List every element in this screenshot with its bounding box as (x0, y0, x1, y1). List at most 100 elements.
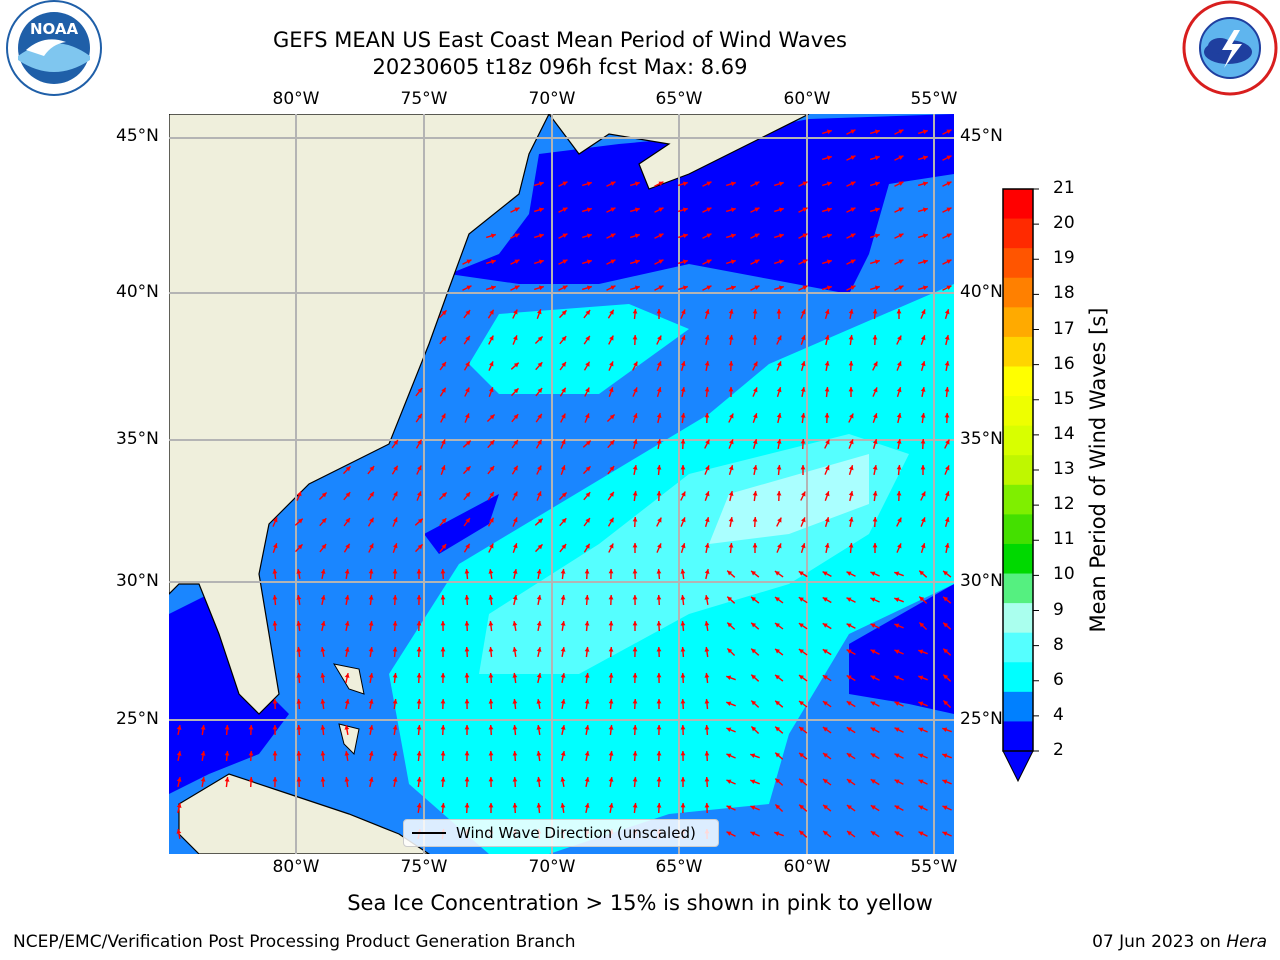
wind-wave-arrow-head (609, 335, 614, 341)
wind-wave-arrow-head (632, 621, 638, 626)
wind-wave-arrow-head (726, 779, 732, 784)
wind-wave-arrow-head (726, 675, 732, 680)
wind-wave-arrow-head (200, 777, 206, 782)
wind-wave-arrow-head (846, 727, 852, 732)
wind-wave-arrow-head (561, 387, 566, 393)
wind-wave-arrow-head (897, 361, 902, 367)
wind-wave-arrow-head (922, 155, 928, 161)
wind-wave-arrow-head (537, 413, 542, 419)
colorbar-extend-arrow (1002, 750, 1034, 783)
wind-wave-arrow-head (802, 207, 808, 212)
wind-wave-arrow-head (176, 725, 182, 730)
wind-wave-arrow-head (680, 361, 686, 367)
wind-wave-arrow-head (801, 517, 806, 523)
wind-wave-arrow-head (344, 777, 350, 782)
wind-wave-arrow-head (704, 803, 710, 808)
wind-wave-arrow-head (777, 543, 782, 549)
wind-wave-arrow-head (320, 699, 326, 704)
wind-wave-arrow-head (896, 465, 902, 470)
wind-wave-arrow-head (943, 570, 948, 576)
noaa-logo-text: NOAA (30, 20, 79, 38)
wind-wave-arrow-head (942, 779, 948, 784)
wind-wave-arrow-head (489, 440, 495, 446)
wind-wave-arrow-head (680, 673, 686, 678)
wind-wave-arrow-head (296, 595, 302, 600)
wind-wave-arrow-head (561, 518, 567, 524)
wind-wave-arrow-head (297, 491, 302, 497)
wind-wave-arrow-head (416, 751, 422, 756)
wind-wave-arrow-head (441, 544, 447, 549)
wind-wave-arrow-head (441, 492, 447, 498)
wind-wave-arrow-head (513, 362, 519, 368)
wind-wave-arrow-head (870, 649, 876, 654)
wind-wave-arrow-head (705, 439, 710, 445)
wind-wave-arrow-head (751, 700, 757, 706)
wind-wave-arrow-head (440, 725, 446, 730)
wind-wave-arrow-head (849, 439, 854, 445)
wind-wave-arrow-head (778, 259, 784, 265)
wind-wave-arrow-head (704, 725, 710, 730)
wind-wave-arrow-head (850, 207, 856, 212)
wind-wave-arrow-head (562, 181, 568, 186)
wind-wave-arrow-head (584, 569, 590, 574)
wind-wave-arrow-head (609, 466, 615, 471)
wind-wave-arrow-head (872, 335, 878, 340)
wind-wave-arrow-head (894, 779, 900, 784)
wind-wave-arrow-head (296, 621, 302, 626)
wind-wave-arrow-head (944, 309, 950, 315)
wind-wave-arrow-head (826, 259, 832, 265)
wind-wave-arrow-head (727, 622, 733, 628)
wind-wave-arrow-head (440, 673, 446, 678)
wind-wave-arrow-head (368, 673, 374, 678)
lon-label-top-75w: 75°W (400, 89, 448, 109)
wind-wave-arrow-head (464, 725, 470, 730)
wind-wave-arrow-head (894, 649, 900, 654)
land-us-east-coast (169, 114, 550, 715)
wind-wave-arrow-head (873, 361, 878, 367)
wind-wave-arrow-head (656, 647, 662, 652)
colorbar-band (1003, 248, 1033, 279)
wind-wave-arrow-head (632, 803, 638, 808)
lat-label-right-45n: 45°N (960, 126, 1003, 146)
wind-wave-arrow-head (920, 543, 926, 549)
map-panel[interactable] (169, 114, 954, 854)
wind-wave-arrow-head (512, 673, 518, 678)
wind-wave-arrow-head (585, 492, 591, 498)
wind-wave-arrow-head (826, 207, 832, 213)
wind-wave-arrow-head (800, 439, 806, 444)
wind-wave-arrow-head (296, 647, 302, 652)
wind-wave-arrow-head (608, 751, 614, 756)
wind-wave-arrow-head (297, 544, 303, 550)
wind-wave-arrow-head (586, 285, 592, 291)
colorbar-tick-label: 15 (1053, 388, 1075, 409)
wind-wave-arrow-head (441, 362, 446, 367)
wind-wave-arrow-head (751, 570, 756, 576)
wind-wave-arrow-head (775, 623, 780, 628)
wind-wave-arrow-head (345, 518, 350, 523)
wind-wave-arrow-head (416, 673, 422, 678)
wind-wave-arrow-head (946, 207, 952, 212)
wind-wave-arrow-head (272, 621, 278, 626)
wind-wave-arrow-head (920, 413, 926, 418)
wind-wave-arrow-head (560, 595, 566, 600)
wind-wave-arrow-head (200, 751, 206, 756)
wind-wave-arrow-head (730, 285, 736, 291)
wind-wave-arrow-head (416, 803, 422, 808)
nws-logo (1180, 0, 1278, 96)
colorbar-tick-label: 11 (1053, 529, 1075, 550)
wind-wave-arrow-head (513, 388, 519, 394)
wind-wave-arrow-head (584, 699, 590, 704)
wind-wave-arrow-head (610, 285, 616, 290)
wind-wave-arrow-head (922, 207, 928, 213)
wind-wave-arrow-head (632, 543, 638, 548)
wind-wave-arrow-head (704, 517, 710, 523)
wind-wave-arrow-head (850, 129, 856, 134)
wind-wave-arrow-head (870, 727, 876, 732)
wind-wave-arrow-head (393, 440, 398, 445)
wind-wave-arrow-head (464, 621, 470, 626)
wind-wave-arrow-head (752, 439, 758, 445)
wind-wave-arrow-head (656, 387, 662, 393)
wind-wave-arrow-head (609, 309, 614, 315)
wind-wave-arrow-head (775, 726, 781, 732)
wind-wave-arrow-head (536, 673, 542, 678)
